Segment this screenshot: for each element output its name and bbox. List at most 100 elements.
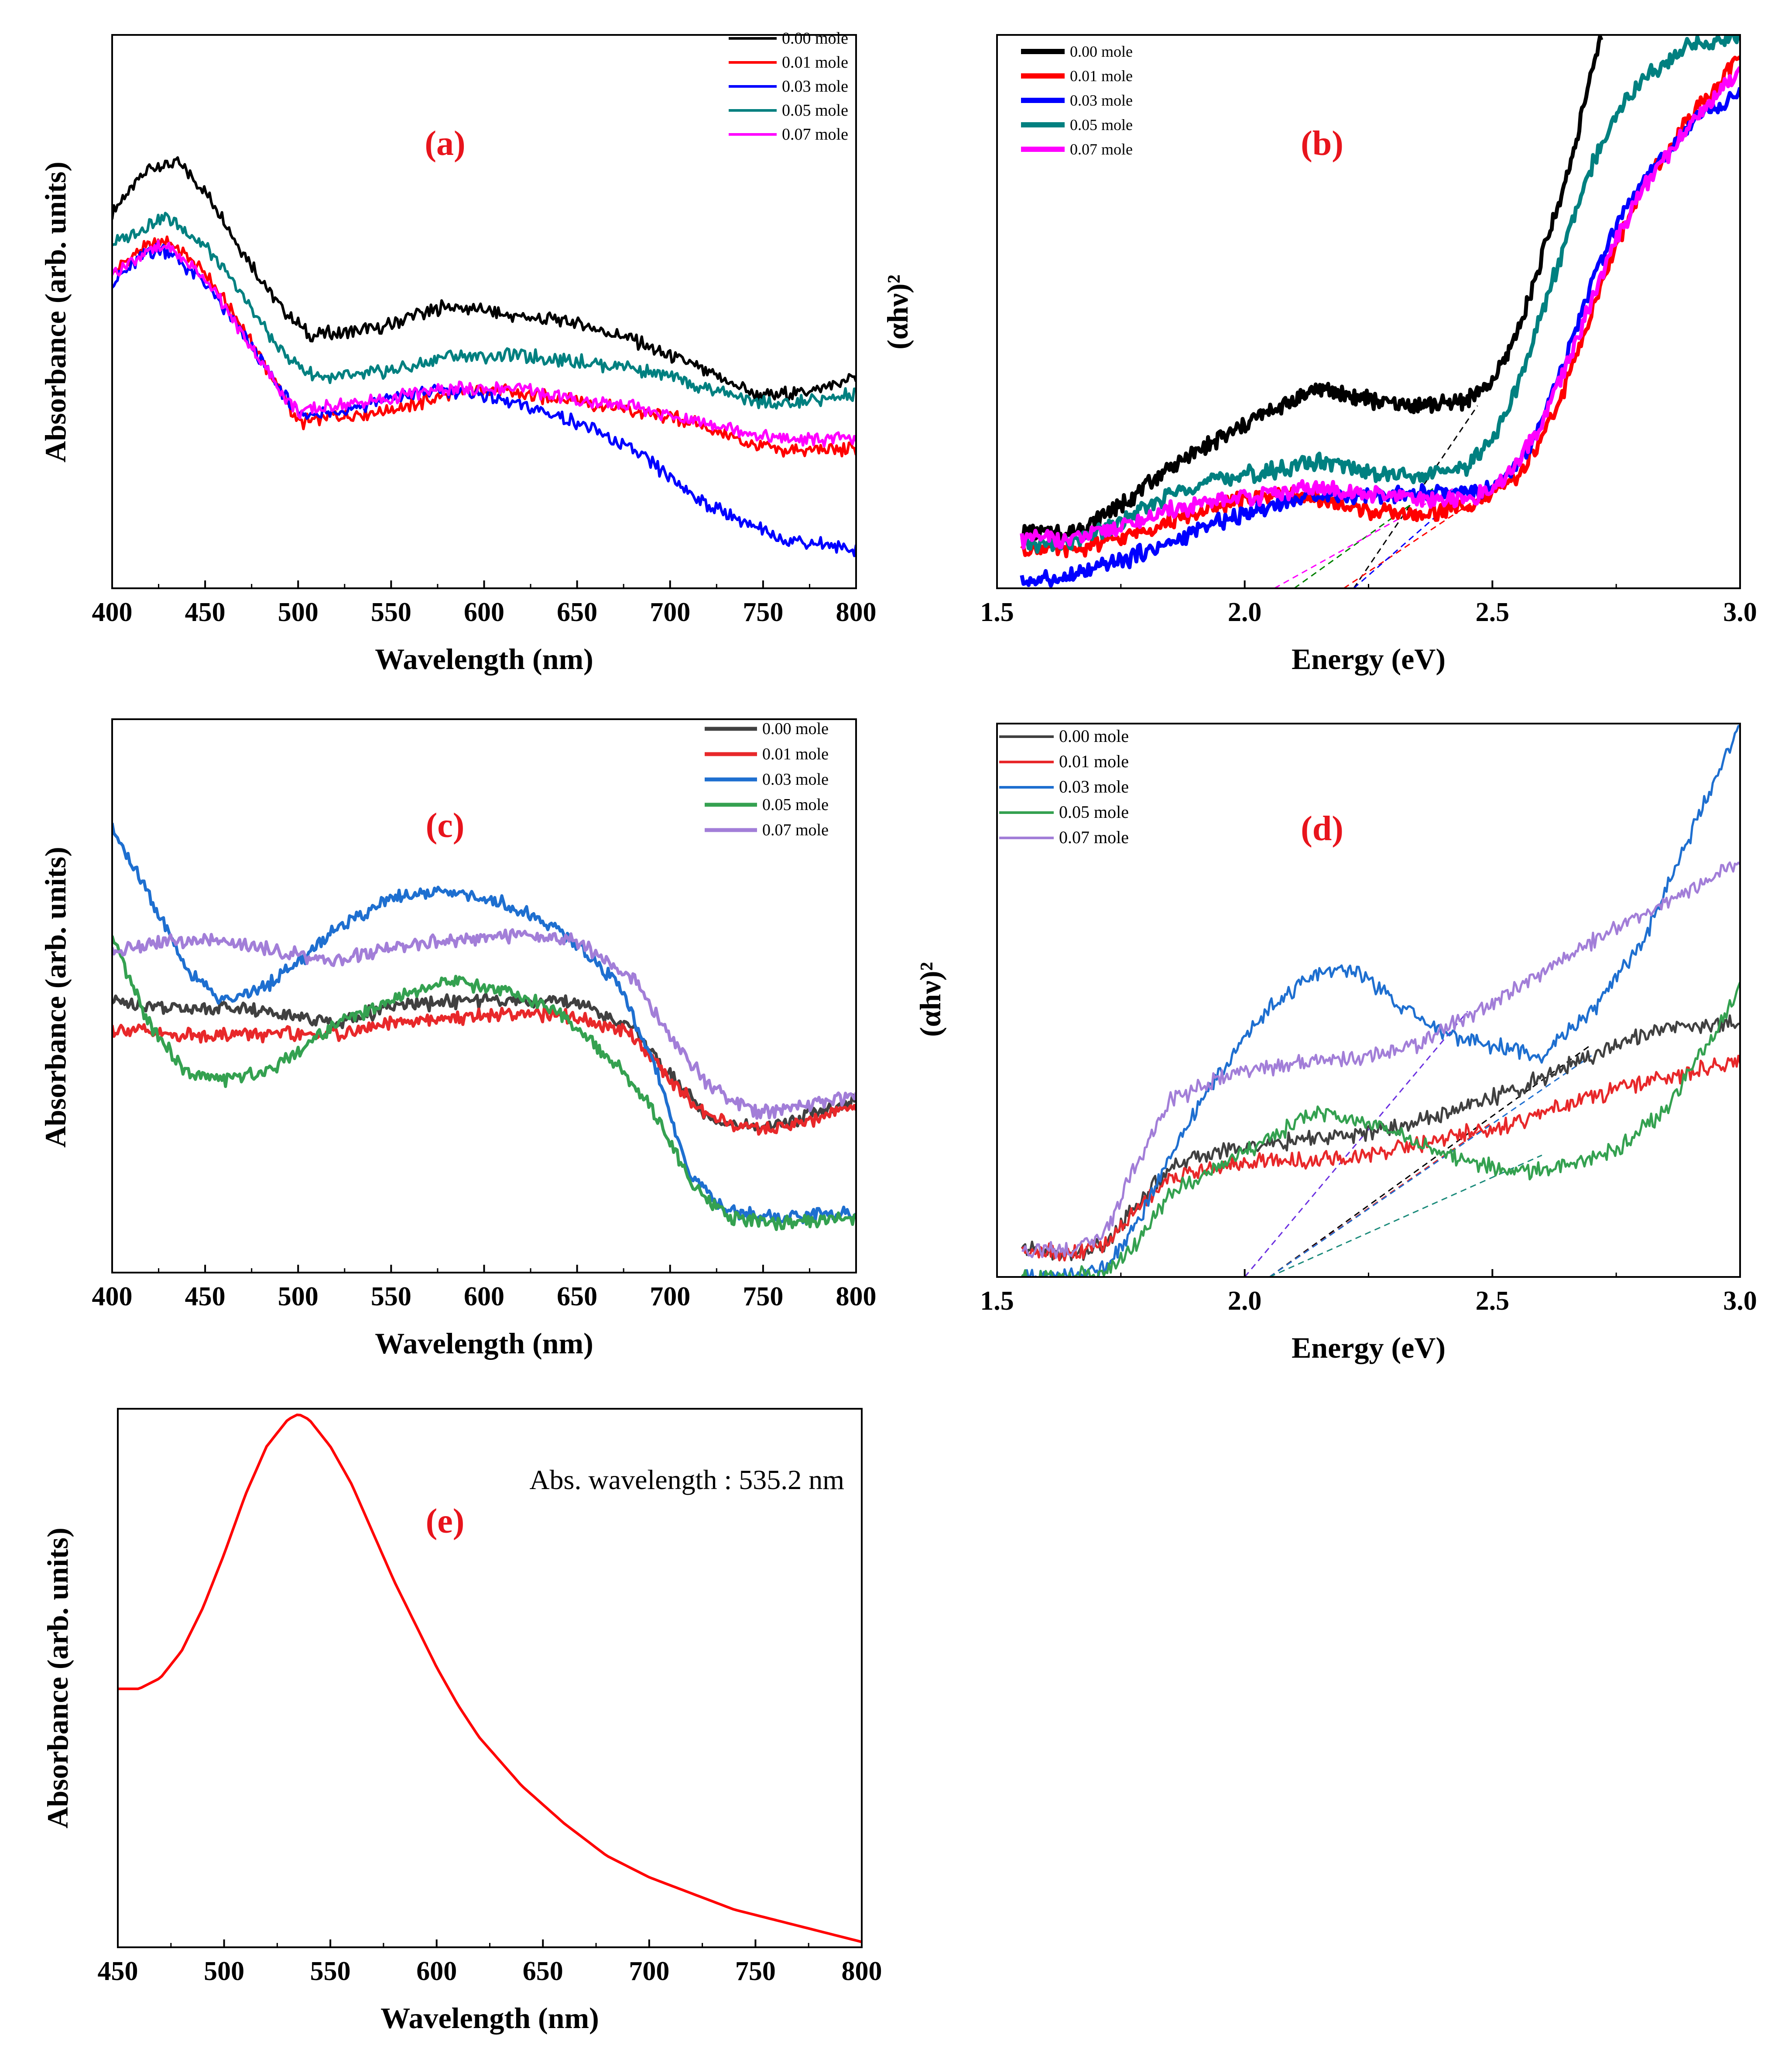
x-tick-label: 500 xyxy=(278,1282,319,1311)
legend-label: 0.00 mole xyxy=(782,29,848,48)
legend-label: 0.00 mole xyxy=(762,720,829,738)
panel-label: (c) xyxy=(426,806,465,845)
x-tick-label: 550 xyxy=(371,1282,411,1311)
legend-label: 0.03 mole xyxy=(762,770,829,789)
x-tick-label: 650 xyxy=(523,1956,563,1986)
series-line-0-07-mole xyxy=(1021,861,1740,1259)
x-tick-label: 700 xyxy=(650,1282,690,1311)
x-axis-title: Energy (eV) xyxy=(1292,642,1446,676)
series-line-0-07-mole xyxy=(112,239,856,448)
legend-label: 0.07 mole xyxy=(1059,827,1129,847)
panel-a: 400 450 500 550 600 650 700 750 800 Wavelength (n… xyxy=(39,29,877,676)
x-tick-label: 2.0 xyxy=(1228,1286,1262,1316)
fit-line xyxy=(1343,488,1493,588)
panel-c: 400 450 500 550 600 650 700 750 800 Wavelength (n… xyxy=(39,718,877,1360)
y-axis-title: Absorbance (arb. units) xyxy=(39,847,72,1148)
legend-label: 0.01 mole xyxy=(1059,752,1129,771)
x-tick-label: 2.5 xyxy=(1476,1286,1510,1316)
legend-label: 0.05 mole xyxy=(1070,116,1133,134)
x-tick-label: 1.5 xyxy=(980,597,1014,627)
x-tick-label: 400 xyxy=(92,1282,133,1311)
legend-label: 0.03 mole xyxy=(782,77,848,96)
legend-label: 0.00 mole xyxy=(1059,726,1129,746)
x-tick-label: 450 xyxy=(98,1956,138,1986)
plot-area xyxy=(112,823,856,1231)
x-tick-label: 2.5 xyxy=(1476,597,1510,627)
x-axis-title: Wavelength (nm) xyxy=(375,1327,593,1360)
x-tick-label: 550 xyxy=(371,597,411,627)
x-tick-label: 700 xyxy=(629,1956,669,1986)
x-tick-label: 3.0 xyxy=(1723,597,1757,627)
panel-label: (e) xyxy=(426,1502,465,1541)
series-line-Au xyxy=(118,1414,862,1943)
x-tick-label: 750 xyxy=(743,1282,783,1311)
legend: 0.00 mole 0.01 mole 0.03 mole 0.05 mole 0.07… xyxy=(1021,43,1133,158)
x-tick-label: 800 xyxy=(842,1956,882,1986)
peak-annotation: Abs. wavelength : 535.2 nm xyxy=(529,1464,844,1495)
legend-label: 0.05 mole xyxy=(762,796,829,814)
y-axis-title: (αhν)² xyxy=(914,962,947,1037)
x-tick-label: 450 xyxy=(185,597,226,627)
x-tick-label: 700 xyxy=(650,597,690,627)
series-line-0-03-mole xyxy=(112,823,856,1225)
panel-d: 1.5 2.0 2.5 3.0 Energy (eV) (αhν)² (d) 0.00 mol… xyxy=(914,723,1757,1364)
series-line-0-05-mole xyxy=(1021,982,1740,1277)
series-line-0-07-mole xyxy=(112,928,856,1120)
legend-label: 0.07 mole xyxy=(782,125,848,144)
legend: 0.00 mole 0.01 mole 0.03 mole 0.05 mole 0.07… xyxy=(705,720,829,839)
series-line-0-05-mole xyxy=(112,212,856,410)
y-axis-title: (αhν)² xyxy=(881,275,914,350)
x-tick-label: 800 xyxy=(836,1282,877,1311)
y-axis-title: Absorbance (arb. units) xyxy=(39,161,72,463)
x-tick-label: 450 xyxy=(185,1282,226,1311)
x-tick-label: 600 xyxy=(464,597,504,627)
x-tick-label: 600 xyxy=(416,1956,457,1986)
panel-label: (d) xyxy=(1301,810,1343,848)
legend-label: 0.03 mole xyxy=(1070,92,1133,109)
x-tick-label: 2.0 xyxy=(1228,597,1262,627)
x-axis-title: Wavelength (nm) xyxy=(375,642,593,676)
plot-area xyxy=(112,156,856,557)
x-tick-label: 3.0 xyxy=(1723,1286,1757,1316)
x-tick-label: 550 xyxy=(310,1956,351,1986)
panel-label: (a) xyxy=(425,124,465,163)
x-axis-title: Wavelength (nm) xyxy=(380,2001,599,2035)
fit-line xyxy=(1269,1055,1592,1277)
series-line-0-01-mole xyxy=(1021,1054,1740,1262)
legend-label: 0.00 mole xyxy=(1070,43,1133,60)
x-tick-label: 500 xyxy=(278,597,319,627)
series-line-0-01-mole xyxy=(112,1006,856,1136)
fit-line xyxy=(1269,1121,1493,1277)
panel-e: 450 500 550 600 650 700 750 800 Wavelength (nm) A… xyxy=(41,1408,882,2035)
x-tick-label: 750 xyxy=(743,597,783,627)
legend-label: 0.01 mole xyxy=(762,745,829,763)
series-line-0-00-mole xyxy=(1020,35,1604,544)
x-tick-label: 400 xyxy=(92,597,133,627)
fit-line xyxy=(1269,1044,1592,1277)
legend-label: 0.05 mole xyxy=(1059,802,1129,822)
plot-area xyxy=(1021,724,1740,1277)
x-tick-label: 600 xyxy=(464,1282,504,1311)
x-tick-label: 650 xyxy=(557,597,597,627)
legend-label: 0.01 mole xyxy=(1070,67,1133,85)
legend-label: 0.07 mole xyxy=(762,821,829,839)
series-line-0-07-mole xyxy=(1020,66,1740,550)
y-axis-title: Absorbance (arb. units) xyxy=(41,1527,74,1829)
legend-label: 0.05 mole xyxy=(782,101,848,120)
panel-label: (b) xyxy=(1301,124,1343,163)
panel-b: 1.5 2.0 2.5 3.0 Energy (eV) (αhν)² (b) 0.00 mol… xyxy=(881,34,1757,676)
fit-line xyxy=(1294,488,1433,588)
x-tick-label: 800 xyxy=(836,597,877,627)
plot-area xyxy=(1020,35,1740,588)
series-line-0-01-mole xyxy=(112,235,856,458)
x-tick-label: 750 xyxy=(735,1956,776,1986)
legend-label: 0.03 mole xyxy=(1059,777,1129,796)
series-line-0-03-mole xyxy=(1021,724,1740,1277)
legend-label: 0.07 mole xyxy=(1070,141,1133,158)
fit-line xyxy=(1244,1011,1468,1277)
x-axis-title: Energy (eV) xyxy=(1292,1331,1446,1364)
legend: 0.00 mole 0.01 mole 0.03 mole 0.05 mole 0.07… xyxy=(729,29,848,144)
legend: 0.00 mole 0.01 mole 0.03 mole 0.05 mole 0.07… xyxy=(999,726,1129,847)
x-tick-label: 650 xyxy=(557,1282,597,1311)
